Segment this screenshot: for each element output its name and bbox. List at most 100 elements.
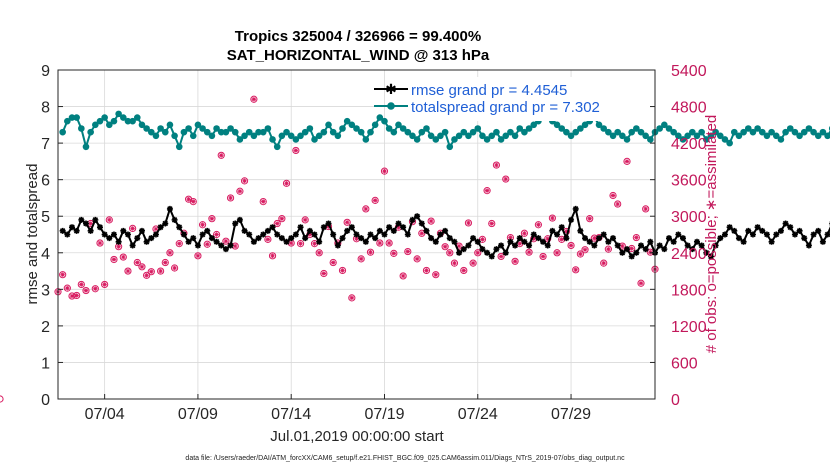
obs-assimilated-point (116, 244, 121, 249)
y-right-tick-label: 600 (671, 355, 698, 372)
obs-assimilated-point (386, 240, 392, 246)
rmse-point (325, 220, 332, 227)
obs-assimilated-point (251, 97, 257, 102)
totalspread-point (511, 132, 519, 140)
line-series (59, 110, 830, 260)
obs-assimilated-point (186, 196, 191, 202)
rmse-point (647, 238, 654, 245)
obs-possible-point (105, 216, 113, 224)
rmse-point (810, 231, 817, 238)
rmse-point (782, 220, 789, 227)
obs-assimilated-point (135, 260, 140, 265)
rmse-point (330, 231, 337, 238)
obs-assimilated-point (452, 260, 457, 266)
obs-possible-point (101, 280, 109, 289)
rmse-point (815, 227, 822, 234)
rmse-point (250, 238, 257, 245)
obs-possible-point (222, 237, 230, 245)
rmse-point (348, 224, 355, 231)
rmse-point (334, 242, 341, 249)
rmse-point (535, 235, 542, 242)
x-tick-label: 07/04 (85, 406, 125, 423)
y-right-tick-label: 1800 (671, 282, 707, 299)
legend-spread-marker (387, 102, 395, 110)
totalspread-point (479, 132, 486, 140)
totalspread-point (250, 132, 258, 140)
obs-possible-point (362, 205, 370, 213)
y-tick-label: 9 (41, 63, 50, 80)
obs-assimilated-point (65, 285, 70, 291)
totalspread-point (278, 132, 286, 140)
obs-possible-point (133, 258, 141, 267)
obs-assimilated-point (368, 249, 373, 255)
obs-assimilated-point (456, 243, 462, 249)
y-right-tick-label: 3600 (671, 173, 707, 190)
y-tick-label: 8 (41, 100, 50, 117)
rmse-point (689, 246, 696, 253)
totalspread-point (791, 128, 799, 136)
totalspread-point (320, 128, 328, 136)
totalspread-point (810, 128, 817, 136)
rmse-point (302, 235, 309, 242)
totalspread-point (665, 125, 673, 132)
obs-assimilated-point (195, 253, 201, 259)
totalspread-point (124, 117, 132, 125)
obs-assimilated-point (615, 201, 620, 207)
obs-assimilated-point (587, 216, 592, 221)
rmse-point (749, 231, 756, 238)
totalspread-point (577, 125, 584, 132)
obs-assimilated-point (205, 242, 210, 247)
totalspread-point (465, 132, 472, 140)
rmse-point (162, 220, 169, 227)
totalspread-point (563, 128, 570, 136)
totalspread-point (460, 128, 468, 136)
totalspread-point (493, 128, 500, 136)
totalspread-point (530, 121, 538, 129)
rmse-point (540, 238, 547, 245)
totalspread-point (59, 128, 66, 136)
obs-possible-point (250, 95, 258, 103)
obs-possible-point (502, 175, 510, 183)
rmse-point (773, 231, 780, 238)
obs-count-series (0, 95, 659, 403)
obs-assimilated-point (470, 260, 476, 266)
rmse-point (176, 224, 183, 231)
totalspread-point (689, 128, 696, 136)
obs-assimilated-point (536, 222, 541, 227)
totalspread-point (567, 132, 575, 140)
rmse-point (353, 231, 360, 238)
obs-assimilated-point (349, 295, 355, 301)
rmse-point (395, 220, 402, 227)
obs-possible-point (282, 179, 291, 187)
plot-frame (57, 69, 656, 400)
x-tick-label: 07/19 (364, 406, 404, 423)
obs-assimilated-point (498, 254, 504, 259)
totalspread-point (824, 132, 830, 140)
totalspread-point (297, 132, 304, 140)
totalspread-point (521, 128, 528, 136)
totalspread-point (418, 128, 426, 136)
totalspread-point (119, 114, 127, 121)
obs-possible-point (604, 245, 612, 253)
rmse-point (661, 246, 668, 253)
y-axis-label: rmse and totalspread (24, 164, 41, 305)
obs-possible-point (301, 216, 309, 224)
totalspread-point (395, 121, 402, 129)
obs-possible-point (464, 219, 473, 227)
obs-assimilated-point (121, 254, 126, 260)
totalspread-point (231, 128, 239, 136)
obs-possible-point (609, 191, 617, 200)
obs-assimilated-point (620, 243, 625, 249)
rmse-point (745, 227, 752, 234)
totalspread-point (315, 132, 323, 140)
obs-assimilated-point (139, 264, 145, 269)
obs-possible-point (441, 243, 449, 251)
obs-assimilated-point (480, 237, 485, 242)
rmse-point (143, 238, 150, 245)
obs-assimilated-point (153, 226, 159, 232)
obs-assimilated-point (83, 288, 89, 293)
rmse-point (726, 224, 733, 231)
rmse-point (582, 235, 589, 242)
obs-assimilated-point (638, 281, 644, 286)
rmse-point (665, 235, 672, 242)
